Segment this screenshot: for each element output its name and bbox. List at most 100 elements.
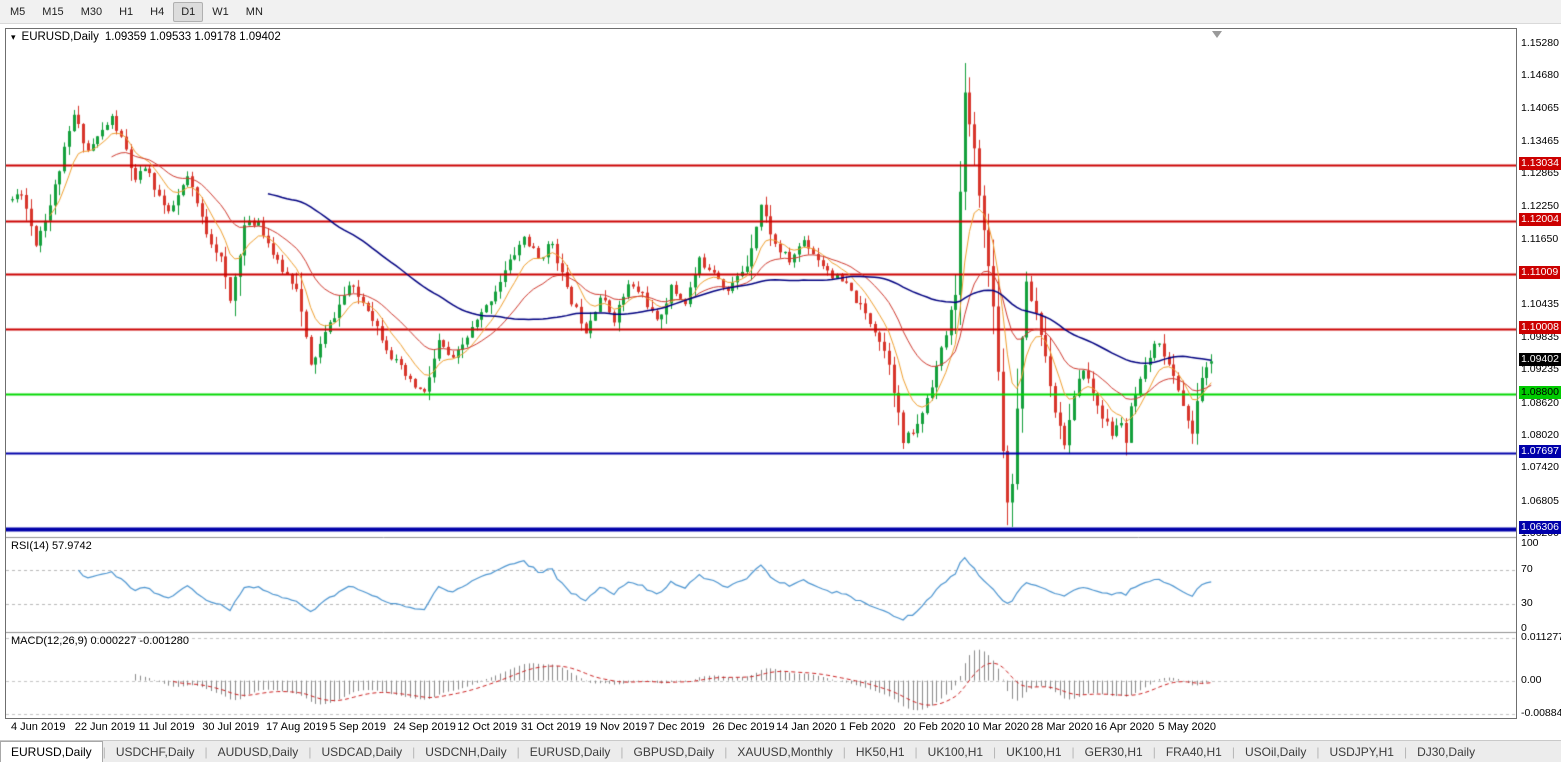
- chart-canvas[interactable]: [6, 29, 1516, 718]
- current-price-label: 1.09402: [1519, 353, 1561, 367]
- tab-separator: |: [1403, 744, 1408, 759]
- time-axis-label: 16 Apr 2020: [1094, 721, 1155, 733]
- time-axis-label: 17 Aug 2019: [266, 721, 328, 733]
- chart-tab-eurusd-daily[interactable]: EURUSD,Daily: [0, 741, 103, 762]
- price-axis-tick: 1.12865: [1521, 167, 1559, 180]
- tab-separator: |: [412, 744, 416, 759]
- time-axis-label: 5 Sep 2019: [329, 721, 387, 733]
- rsi-axis-tick: 70: [1521, 562, 1533, 575]
- time-axis-label: 26 Dec 2019: [712, 721, 775, 733]
- tab-separator: |: [914, 744, 918, 759]
- macd-axis-tick: 0.011277: [1521, 631, 1561, 643]
- time-axis-label: 20 Feb 2020: [903, 721, 966, 733]
- price-axis-tick: 1.07420: [1521, 461, 1559, 474]
- tab-separator: |: [308, 744, 312, 759]
- time-axis-label: 31 Oct 2019: [521, 721, 581, 733]
- price-line-label: 1.06306: [1519, 520, 1561, 534]
- rsi-axis-tick: 100: [1521, 537, 1539, 549]
- price-line-label: 1.10008: [1519, 320, 1561, 334]
- timeframe-button-d1[interactable]: D1: [173, 1, 204, 22]
- price-axis-tick: 1.15280: [1521, 36, 1559, 49]
- chart-tab-fra40-h1[interactable]: FRA40,H1: [1165, 744, 1222, 759]
- timeframe-toolbar: M5 M15 M30 H1 H4 D1 W1 MN: [0, 0, 1561, 24]
- chart-ohlc-values: 1.09359 1.09533 1.09178 1.09402: [104, 31, 281, 43]
- chart-tab-usdcnh-daily[interactable]: USDCNH,Daily: [425, 744, 507, 759]
- chart-tab-uk100-h1[interactable]: UK100,H1: [1006, 744, 1062, 759]
- chart-tab-usdchf-daily[interactable]: USDCHF,Daily: [115, 744, 195, 759]
- price-axis-tick: 1.10435: [1521, 298, 1559, 311]
- price-axis[interactable]: 1.15280 1.14680 1.14065 1.13465 1.12865 1.122…: [1518, 28, 1561, 719]
- time-axis-label: 22 Jun 2019: [74, 721, 136, 733]
- time-axis-label: 4 Jun 2019: [11, 721, 66, 733]
- time-axis-label: 19 Nov 2019: [584, 721, 648, 733]
- tab-separator: |: [1231, 744, 1235, 759]
- rsi-axis-tick: 0: [1521, 622, 1527, 634]
- price-axis-tick: 1.09835: [1521, 330, 1559, 343]
- time-axis-label: 30 Jul 2019: [202, 721, 260, 733]
- time-axis-label: 12 Oct 2019: [457, 721, 518, 733]
- chart-tab-usdjpy-h1[interactable]: USDJPY,H1: [1329, 744, 1394, 759]
- chart-dropdown-icon: ▾: [11, 31, 16, 42]
- price-line-label: 1.07697: [1519, 445, 1561, 459]
- time-axis-label: 14 Jan 2020: [776, 721, 837, 733]
- macd-indicator-label: MACD(12,26,9) 0.000227 -0.001280: [11, 635, 189, 647]
- time-axis-label: 24 Sep 2019: [393, 721, 456, 733]
- chart-window: ▾ EURUSD,Daily 1.09359 1.09533 1.09178 1…: [5, 28, 1517, 719]
- chart-shift-marker: [1212, 31, 1222, 38]
- chart-symbol-label: EURUSD,Daily: [21, 31, 99, 43]
- macd-axis-tick: -0.00884: [1521, 707, 1561, 719]
- tab-separator: |: [1316, 744, 1320, 759]
- chart-tab-ger30-h1[interactable]: GER30,H1: [1084, 744, 1143, 759]
- chart-title: ▾ EURUSD,Daily 1.09359 1.09533 1.09178 1…: [11, 31, 281, 43]
- timeframe-button-m30[interactable]: M30: [80, 5, 103, 18]
- tab-separator: |: [620, 744, 624, 759]
- timeframe-button-w1[interactable]: W1: [212, 5, 229, 18]
- chart-tab-dj30-daily[interactable]: DJ30,Daily: [1417, 744, 1476, 759]
- chart-tab-audusd-daily[interactable]: AUDUSD,Daily: [217, 744, 299, 759]
- time-axis-label: 7 Dec 2019: [648, 721, 705, 733]
- price-line-label: 1.12004: [1519, 212, 1561, 226]
- timeframe-button-mn[interactable]: MN: [245, 5, 263, 18]
- price-axis-tick: 1.14065: [1521, 102, 1559, 115]
- price-axis-tick: 1.14680: [1521, 69, 1559, 82]
- rsi-indicator-label: RSI(14) 57.9742: [11, 540, 92, 552]
- price-axis-tick: 1.08620: [1521, 396, 1559, 409]
- timeframe-button-h1[interactable]: H1: [119, 5, 134, 18]
- tab-separator: |: [724, 744, 728, 759]
- price-line-label: 1.11009: [1519, 266, 1561, 280]
- chart-tab-gbpusd-daily[interactable]: GBPUSD,Daily: [633, 744, 715, 759]
- price-axis-tick: 1.06805: [1521, 494, 1559, 507]
- rsi-axis-tick: 30: [1521, 596, 1533, 609]
- tab-separator: |: [993, 744, 997, 759]
- timeframe-button-h4[interactable]: H4: [150, 5, 165, 18]
- tab-separator: |: [516, 744, 520, 759]
- tab-separator: |: [204, 744, 208, 759]
- time-axis-label: 28 Mar 2020: [1031, 721, 1093, 733]
- price-axis-tick: 1.09235: [1521, 363, 1559, 376]
- chart-tab-eurusd-daily[interactable]: EURUSD,Daily: [529, 744, 611, 759]
- price-axis-tick: 1.12250: [1521, 200, 1559, 213]
- price-axis-tick: 1.13465: [1521, 134, 1559, 147]
- time-axis-label: 5 May 2020: [1158, 721, 1217, 733]
- tab-separator: |: [102, 744, 106, 759]
- timeframe-button-m15[interactable]: M15: [42, 5, 64, 18]
- price-line-label: 1.13034: [1519, 156, 1561, 170]
- price-axis-tick: 1.08020: [1521, 429, 1559, 441]
- tab-separator: |: [1152, 744, 1156, 759]
- chart-tab-uk100-h1[interactable]: UK100,H1: [927, 744, 984, 759]
- time-axis-label: 1 Feb 2020: [839, 721, 896, 733]
- tab-separator: |: [1071, 744, 1075, 759]
- timeframe-button-m5[interactable]: M5: [10, 5, 26, 18]
- time-axis-label: 10 Mar 2020: [967, 721, 1030, 733]
- chart-tab-xauusd-monthly[interactable]: XAUUSD,Monthly: [737, 744, 833, 759]
- price-axis-tick: 1.11650: [1521, 232, 1559, 245]
- price-line-label: 1.08800: [1519, 385, 1561, 399]
- chart-tab-hk50-h1[interactable]: HK50,H1: [855, 744, 905, 759]
- time-axis[interactable]: 4 Jun 2019 22 Jun 2019 11 Jul 2019 30 Jul 2…: [5, 721, 1517, 737]
- tab-separator: |: [842, 744, 846, 759]
- chart-tab-usoil-daily[interactable]: USOil,Daily: [1244, 744, 1307, 759]
- chart-tabbar: EURUSD,Daily | USDCHF,Daily | AUDUSD,Daily | U…: [0, 740, 1561, 762]
- time-axis-label: 11 Jul 2019: [138, 721, 195, 733]
- macd-axis-tick: 0.00: [1521, 673, 1542, 686]
- chart-tab-usdcad-daily[interactable]: USDCAD,Daily: [321, 744, 403, 759]
